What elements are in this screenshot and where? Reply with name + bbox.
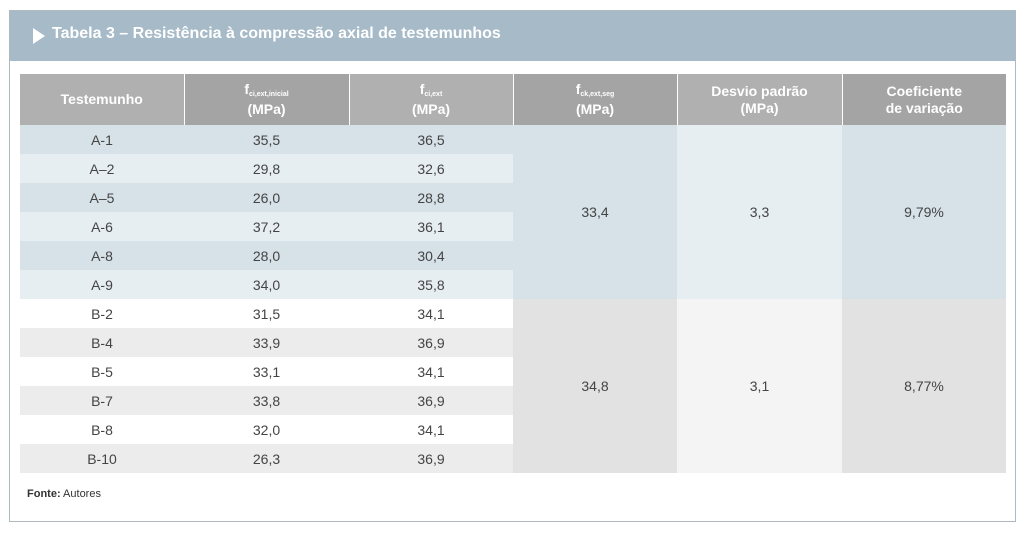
cell-fci-inicial: 33,9 xyxy=(184,328,349,357)
cell-fci-inicial: 35,5 xyxy=(184,125,349,154)
table-row: A–5 26,0 28,8 xyxy=(20,183,1006,212)
cell-testemunho: B-8 xyxy=(20,415,184,444)
table-frame: Tabela 3 – Resistência à compressão axia… xyxy=(9,10,1016,522)
cell-fci: 35,8 xyxy=(349,270,513,299)
table-row: B-5 33,1 34,1 xyxy=(20,357,1006,386)
header-fci: fci,ext (MPa) xyxy=(349,74,514,125)
cell-fci-inicial: 33,1 xyxy=(184,357,349,386)
cell-fci: 34,1 xyxy=(349,415,513,444)
cell-testemunho: A-6 xyxy=(20,212,184,241)
cell-testemunho: A–5 xyxy=(20,183,184,212)
cell-coef-group-b: 8,77% xyxy=(842,299,1006,473)
cell-fci: 30,4 xyxy=(349,241,513,270)
cell-fci: 36,5 xyxy=(349,125,513,154)
cell-coef-group-a: 9,79% xyxy=(842,125,1006,299)
cell-desvio-group-a: 3,3 xyxy=(677,125,842,299)
source-note: Fonte: Autores xyxy=(27,488,101,500)
table-title: Tabela 3 – Resistência à compressão axia… xyxy=(52,25,501,42)
cell-desvio-group-b: 3,1 xyxy=(677,299,842,473)
cell-testemunho: A-8 xyxy=(20,241,184,270)
table-row: B-10 26,3 36,9 xyxy=(20,444,1006,473)
table-row: B-7 33,8 36,9 xyxy=(20,386,1006,415)
source-text: Autores xyxy=(60,488,101,500)
table-row: A-8 28,0 30,4 xyxy=(20,241,1006,270)
cell-testemunho: A–2 xyxy=(20,154,184,183)
header-coeficiente: Coeficiente de variação xyxy=(842,74,1006,125)
cell-fci-inicial: 32,0 xyxy=(184,415,349,444)
cell-fci-inicial: 26,3 xyxy=(184,444,349,473)
cell-fci: 36,1 xyxy=(349,212,513,241)
cell-testemunho: B-4 xyxy=(20,328,184,357)
cell-fci: 36,9 xyxy=(349,328,513,357)
cell-fci: 32,6 xyxy=(349,154,513,183)
cell-testemunho: A-1 xyxy=(20,125,184,154)
header-testemunho: Testemunho xyxy=(20,74,185,125)
cell-fci-inicial: 29,8 xyxy=(184,154,349,183)
cell-fci-inicial: 28,0 xyxy=(184,241,349,270)
cell-fci-inicial: 37,2 xyxy=(184,212,349,241)
cell-testemunho: B-10 xyxy=(20,444,184,473)
header-desvio-padrao: Desvio padrão (MPa) xyxy=(677,74,843,125)
source-label: Fonte: xyxy=(27,488,61,500)
cell-fci: 34,1 xyxy=(349,299,513,328)
cell-testemunho: B-2 xyxy=(20,299,184,328)
cell-testemunho: B-5 xyxy=(20,357,184,386)
table-row: B-4 33,9 36,9 xyxy=(20,328,1006,357)
table-row: B-2 31,5 34,1 34,8 3,1 8,77% xyxy=(20,299,1006,473)
cell-fci: 36,9 xyxy=(349,386,513,415)
cell-fck-group-a: 33,4 xyxy=(513,125,677,299)
table-row: A-6 37,2 36,1 xyxy=(20,212,1006,241)
header-row: Testemunho fci,ext,inicial (MPa) fci,ext… xyxy=(20,74,1006,125)
cell-testemunho: B-7 xyxy=(20,386,184,415)
table-row: A–2 29,8 32,6 xyxy=(20,154,1006,183)
cell-fci: 34,1 xyxy=(349,357,513,386)
cell-fci: 36,9 xyxy=(349,444,513,473)
cell-testemunho: A-9 xyxy=(20,270,184,299)
compression-table: Testemunho fci,ext,inicial (MPa) fci,ext… xyxy=(20,74,1006,473)
header-fck: fck,ext,seg (MPa) xyxy=(513,74,678,125)
cell-fck-group-b: 34,8 xyxy=(513,299,677,473)
cell-fci-inicial: 33,8 xyxy=(184,386,349,415)
play-arrow-icon xyxy=(33,28,45,44)
cell-fci-inicial: 31,5 xyxy=(184,299,349,328)
header-fci-inicial: fci,ext,inicial (MPa) xyxy=(184,74,350,125)
table-row: A-1 35,5 36,5 33,4 3,3 9,79% xyxy=(20,125,1006,299)
cell-fci-inicial: 26,0 xyxy=(184,183,349,212)
cell-fci: 28,8 xyxy=(349,183,513,212)
table-row: A-9 34,0 35,8 xyxy=(20,270,1006,299)
title-bar: Tabela 3 – Resistência à compressão axia… xyxy=(10,11,1015,61)
table-row: B-8 32,0 34,1 xyxy=(20,415,1006,444)
cell-fci-inicial: 34,0 xyxy=(184,270,349,299)
